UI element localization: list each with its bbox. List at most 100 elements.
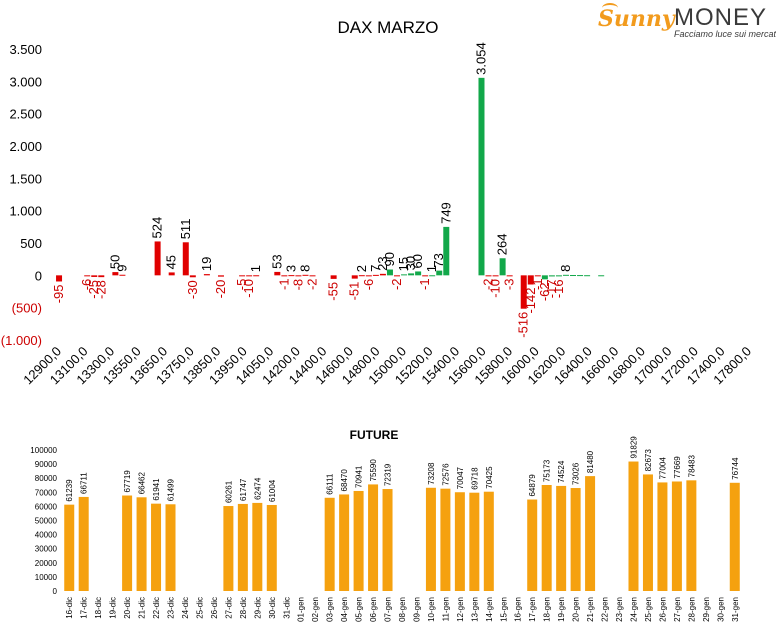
bar [443, 226, 450, 276]
x-tick-label: 08-gen [398, 597, 407, 622]
x-tick-label: 13-gen [470, 597, 479, 622]
x-tick-label: 30-gen [716, 597, 725, 622]
data-label: 73208 [427, 462, 436, 485]
bar [56, 275, 63, 282]
data-label: -16 [551, 279, 566, 298]
x-tick-label: 04-gen [340, 597, 349, 622]
bar [78, 496, 89, 591]
x-tick-label: 17-dic [80, 597, 89, 619]
data-label: -3 [502, 279, 517, 291]
data-label: 749 [438, 202, 453, 224]
bar [401, 274, 408, 276]
y-tick-label: 90000 [35, 460, 58, 469]
data-label: 45 [164, 255, 179, 269]
bar [729, 482, 740, 591]
x-tick-label: 21-gen [586, 597, 595, 622]
bar [408, 273, 415, 276]
bar [84, 275, 91, 277]
bar [562, 274, 569, 276]
data-label: 70047 [456, 466, 465, 489]
bar [686, 480, 697, 591]
x-tick-label: 02-gen [311, 597, 320, 622]
bar [485, 275, 492, 277]
x-tick-label: 21-dic [138, 597, 147, 619]
x-tick-label: 17-gen [528, 597, 537, 622]
x-tick-label: 25-gen [644, 597, 653, 622]
bar [217, 275, 224, 277]
x-tick-label: 09-gen [412, 597, 421, 622]
data-label: -62 [537, 282, 552, 301]
y-tick-label: 50000 [35, 517, 58, 526]
bar [642, 474, 653, 591]
data-label: -142 [523, 288, 538, 314]
bar [165, 504, 176, 591]
bar [577, 275, 584, 277]
data-label: 74524 [557, 460, 566, 483]
data-label: 8 [558, 265, 573, 272]
y-tick-label: 70000 [35, 488, 58, 497]
data-label: 2 [354, 265, 369, 272]
data-label: 60 [410, 254, 425, 268]
future-chart: FUTURE 0 10000 20000 30000 40000 50000 60000 700… [30, 428, 740, 622]
x-tick-label: 29-gen [702, 597, 711, 622]
data-label: -2 [389, 278, 404, 290]
y-tick-label: 1.000 [9, 204, 42, 219]
y-tick-label: 1.500 [9, 171, 42, 186]
x-tick-label: 03-gen [326, 597, 335, 622]
bar [657, 482, 668, 591]
data-label: 77004 [658, 457, 667, 480]
x-tick-label: 12-gen [456, 597, 465, 622]
y-tick-label: 3.500 [9, 42, 42, 57]
data-label: 70941 [355, 465, 364, 488]
bar [189, 275, 196, 278]
bar [182, 242, 189, 276]
data-label: 264 [495, 234, 510, 256]
bar [506, 275, 513, 277]
data-label: -20 [213, 280, 228, 299]
x-tick-label: 27-gen [673, 597, 682, 622]
data-label: 66111 [326, 473, 335, 495]
x-tick-label: 26-gen [658, 597, 667, 622]
bar [372, 274, 379, 276]
data-label: 8 [297, 265, 312, 272]
bar [281, 275, 288, 277]
bar [252, 502, 263, 591]
bar [541, 485, 552, 591]
bar [253, 275, 260, 277]
bar [555, 275, 562, 277]
y-tick-label: 40000 [35, 531, 58, 540]
bar [436, 270, 443, 276]
x-tick-label: 06-gen [369, 597, 378, 622]
data-label: 72576 [441, 463, 450, 486]
y-tick-label: 60000 [35, 502, 58, 511]
x-tick-label: 18-dic [94, 597, 103, 619]
bar [382, 489, 393, 591]
bar [365, 275, 372, 277]
sunny-money-logo: Sunny MONEY Facciamo luce sui mercati [598, 3, 776, 42]
data-label: -8 [290, 279, 305, 291]
data-label: 3 [283, 265, 298, 272]
bar [394, 275, 400, 277]
bar [168, 272, 175, 276]
x-tick-label: 16-gen [514, 597, 523, 622]
data-label: 70425 [485, 466, 494, 489]
bar [469, 492, 480, 591]
data-label: 61747 [239, 478, 248, 501]
data-label: 81480 [586, 450, 595, 473]
y-tick-label: 500 [20, 236, 42, 251]
data-label: 15 [396, 257, 411, 271]
x-tick-label: 23-dic [167, 597, 176, 619]
bar [112, 272, 119, 276]
bar [429, 275, 436, 277]
bar [671, 481, 682, 591]
bar [425, 487, 436, 591]
bar [454, 492, 465, 591]
bar [151, 503, 162, 591]
data-label: 78483 [687, 455, 696, 478]
data-label: -28 [93, 280, 108, 299]
bar [136, 497, 147, 591]
x-tick-label: 22-dic [152, 597, 161, 619]
logo-brand-right: MONEY [674, 4, 768, 31]
x-tick-label: 05-gen [355, 597, 364, 622]
bar [492, 275, 499, 277]
